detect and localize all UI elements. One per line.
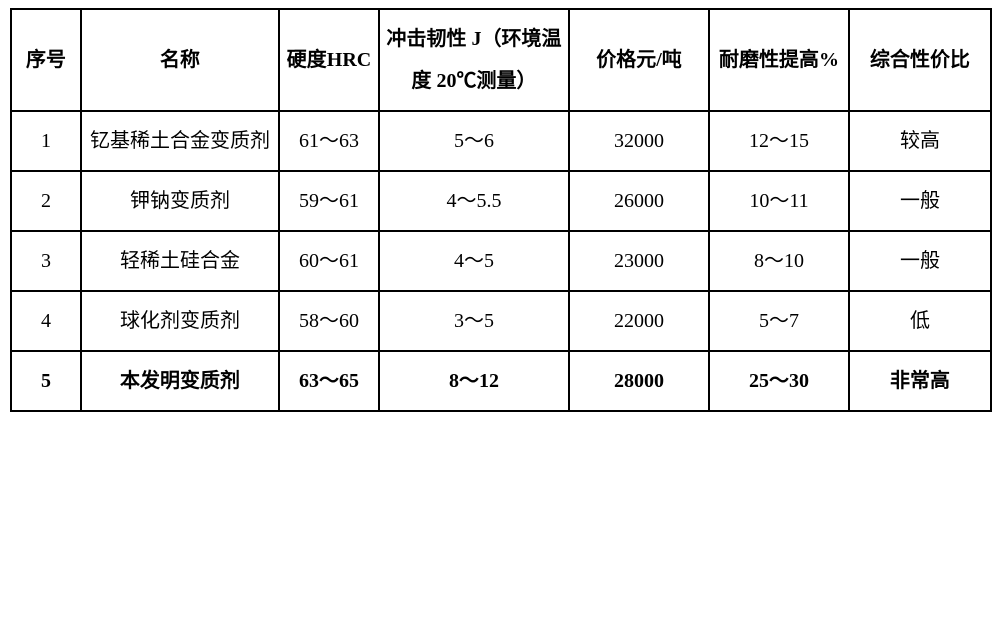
cell-hrc: 58～60 [279, 291, 379, 351]
cell-hrc: 60～61 [279, 231, 379, 291]
cell-hrc: 61～63 [279, 111, 379, 171]
cell-wear: 12～15 [709, 111, 849, 171]
col-header-price: 价格元/吨 [569, 9, 709, 111]
col-header-name: 名称 [81, 9, 279, 111]
table-header-row: 序号 名称 硬度HRC 冲击韧性 J（环境温度 20℃测量） 价格元/吨 耐磨性… [11, 9, 991, 111]
col-header-impact: 冲击韧性 J（环境温度 20℃测量） [379, 9, 569, 111]
cell-hrc: 59～61 [279, 171, 379, 231]
cell-price: 28000 [569, 351, 709, 411]
cell-ratio: 较高 [849, 111, 991, 171]
cell-name: 轻稀土硅合金 [81, 231, 279, 291]
table-row: 1 钇基稀土合金变质剂 61～63 5～6 32000 12～15 较高 [11, 111, 991, 171]
cell-impact: 3～5 [379, 291, 569, 351]
cell-name: 钾钠变质剂 [81, 171, 279, 231]
cell-ratio: 一般 [849, 231, 991, 291]
cell-index: 2 [11, 171, 81, 231]
cell-wear: 25～30 [709, 351, 849, 411]
cell-wear: 5～7 [709, 291, 849, 351]
comparison-table: 序号 名称 硬度HRC 冲击韧性 J（环境温度 20℃测量） 价格元/吨 耐磨性… [10, 8, 992, 412]
cell-impact: 4～5.5 [379, 171, 569, 231]
table-row: 5 本发明变质剂 63～65 8～12 28000 25～30 非常高 [11, 351, 991, 411]
cell-name: 球化剂变质剂 [81, 291, 279, 351]
cell-ratio: 低 [849, 291, 991, 351]
cell-ratio: 非常高 [849, 351, 991, 411]
cell-wear: 8～10 [709, 231, 849, 291]
cell-impact: 4～5 [379, 231, 569, 291]
table-body: 1 钇基稀土合金变质剂 61～63 5～6 32000 12～15 较高 2 钾… [11, 111, 991, 411]
col-header-hrc: 硬度HRC [279, 9, 379, 111]
cell-impact: 5～6 [379, 111, 569, 171]
cell-ratio: 一般 [849, 171, 991, 231]
table-row: 3 轻稀土硅合金 60～61 4～5 23000 8～10 一般 [11, 231, 991, 291]
cell-wear: 10～11 [709, 171, 849, 231]
cell-price: 32000 [569, 111, 709, 171]
cell-hrc: 63～65 [279, 351, 379, 411]
cell-name: 本发明变质剂 [81, 351, 279, 411]
cell-price: 26000 [569, 171, 709, 231]
cell-index: 3 [11, 231, 81, 291]
cell-price: 22000 [569, 291, 709, 351]
table-row: 4 球化剂变质剂 58～60 3～5 22000 5～7 低 [11, 291, 991, 351]
cell-impact: 8～12 [379, 351, 569, 411]
cell-name: 钇基稀土合金变质剂 [81, 111, 279, 171]
cell-index: 5 [11, 351, 81, 411]
col-header-ratio: 综合性价比 [849, 9, 991, 111]
table-row: 2 钾钠变质剂 59～61 4～5.5 26000 10～11 一般 [11, 171, 991, 231]
cell-price: 23000 [569, 231, 709, 291]
cell-index: 1 [11, 111, 81, 171]
cell-index: 4 [11, 291, 81, 351]
col-header-index: 序号 [11, 9, 81, 111]
col-header-wear: 耐磨性提高% [709, 9, 849, 111]
